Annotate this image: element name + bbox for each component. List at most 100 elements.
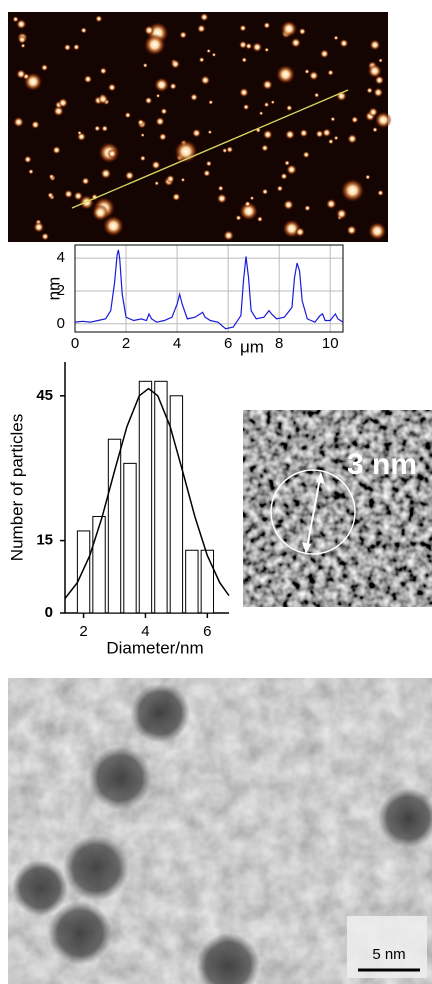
bar [107, 438, 122, 614]
afm-particle [137, 119, 145, 126]
afm-particle [330, 116, 336, 122]
afm-particle [13, 116, 24, 128]
afm-particle [244, 200, 251, 208]
scale-bar-label: 5 nm [372, 946, 405, 963]
afm-particle [211, 52, 217, 57]
afm-particle [143, 33, 166, 56]
afm-particle [339, 38, 349, 48]
afm-particle [322, 128, 332, 138]
afm-particle [243, 103, 250, 111]
line-series [64, 387, 230, 599]
afm-particle [20, 43, 26, 49]
afm-particle [378, 58, 383, 63]
x-axis-label: μm [240, 337, 264, 356]
afm-particle [245, 42, 253, 50]
afm-particle [166, 174, 175, 184]
afm-particle [226, 146, 234, 153]
y-axis-label: nm [44, 277, 63, 301]
x-tick-label: 6 [224, 335, 232, 352]
afm-particle [200, 75, 211, 85]
afm-particle [333, 35, 339, 41]
afm-particle [239, 24, 247, 32]
x-tick-label: 4 [141, 623, 149, 640]
afm-particle [95, 15, 103, 23]
afm-particle [373, 87, 384, 98]
afm-particle [298, 27, 306, 36]
afm-particle [94, 125, 101, 132]
afm-particle [264, 47, 270, 53]
afm-particle [280, 172, 288, 180]
bar [123, 462, 137, 614]
afm-particle [107, 83, 117, 92]
afm-particle [83, 74, 93, 84]
afm-particle [366, 87, 373, 94]
afm-particle [328, 138, 334, 145]
x-tick-label: 10 [322, 335, 339, 352]
afm-particle [365, 174, 371, 180]
afm-particle [216, 193, 227, 204]
afm-particle [347, 133, 358, 144]
afm-particle [276, 185, 284, 192]
afm-particle [208, 99, 214, 105]
y-tick-label: 2 [57, 282, 65, 299]
x-tick-label: 2 [122, 335, 130, 352]
afm-particle [197, 24, 206, 33]
afm-particle [340, 178, 365, 203]
bar [76, 530, 91, 614]
afm-particle [377, 189, 384, 197]
afm-particle [302, 151, 310, 159]
afm-particle [107, 148, 117, 159]
afm-particle [144, 96, 153, 105]
afm-particle [259, 111, 264, 116]
line-series [74, 249, 344, 330]
afm-particle [172, 192, 181, 202]
afm-particle [200, 12, 209, 22]
bar [154, 380, 168, 614]
afm-particle [239, 87, 249, 98]
tem-image: 5 nm [8, 678, 432, 984]
afm-particle [47, 192, 54, 199]
afm-particle [286, 164, 297, 175]
afm-particle [12, 16, 19, 23]
afm-particle [263, 101, 270, 108]
afm-particle [192, 128, 201, 138]
afm-particle [77, 130, 82, 136]
afm-particle [238, 40, 248, 49]
afm-particle [295, 227, 305, 237]
afm-particle [262, 129, 273, 140]
afm-particle [97, 94, 109, 105]
afm-particle [17, 35, 27, 44]
afm-particle [151, 160, 161, 170]
afm-particle [374, 75, 385, 85]
y-tick-label: 4 [57, 249, 65, 266]
afm-particle [203, 169, 211, 177]
afm-particle [351, 116, 359, 124]
x-axis-label: Diameter/nm [106, 638, 203, 657]
afm-particle [40, 64, 49, 72]
plot-frame [74, 244, 344, 333]
afm-particle [155, 116, 165, 126]
afm-particle [160, 107, 168, 115]
afm-particle [64, 189, 73, 199]
afm-particle [58, 97, 68, 108]
afm-particle [142, 62, 148, 68]
afm-particle [53, 105, 64, 117]
afm-particle [333, 135, 339, 141]
afm-particle [249, 195, 255, 201]
afm-particle [275, 64, 296, 85]
afm-particle [16, 69, 26, 79]
afm-particle [284, 160, 290, 166]
afm-particle [102, 215, 124, 237]
afm-particle [124, 170, 135, 181]
afm-particle [91, 204, 109, 221]
afm-particle [241, 57, 248, 63]
y-axis-label: Number of particles [7, 414, 26, 561]
afm-particle [367, 63, 382, 79]
afm-particle [170, 59, 180, 69]
y-tick-label: 15 [36, 532, 53, 549]
x-tick-label: 6 [203, 623, 211, 640]
afm-particle [206, 48, 211, 54]
afm-image [8, 12, 392, 242]
afm-particle [304, 205, 311, 212]
afm-particle [100, 168, 112, 179]
